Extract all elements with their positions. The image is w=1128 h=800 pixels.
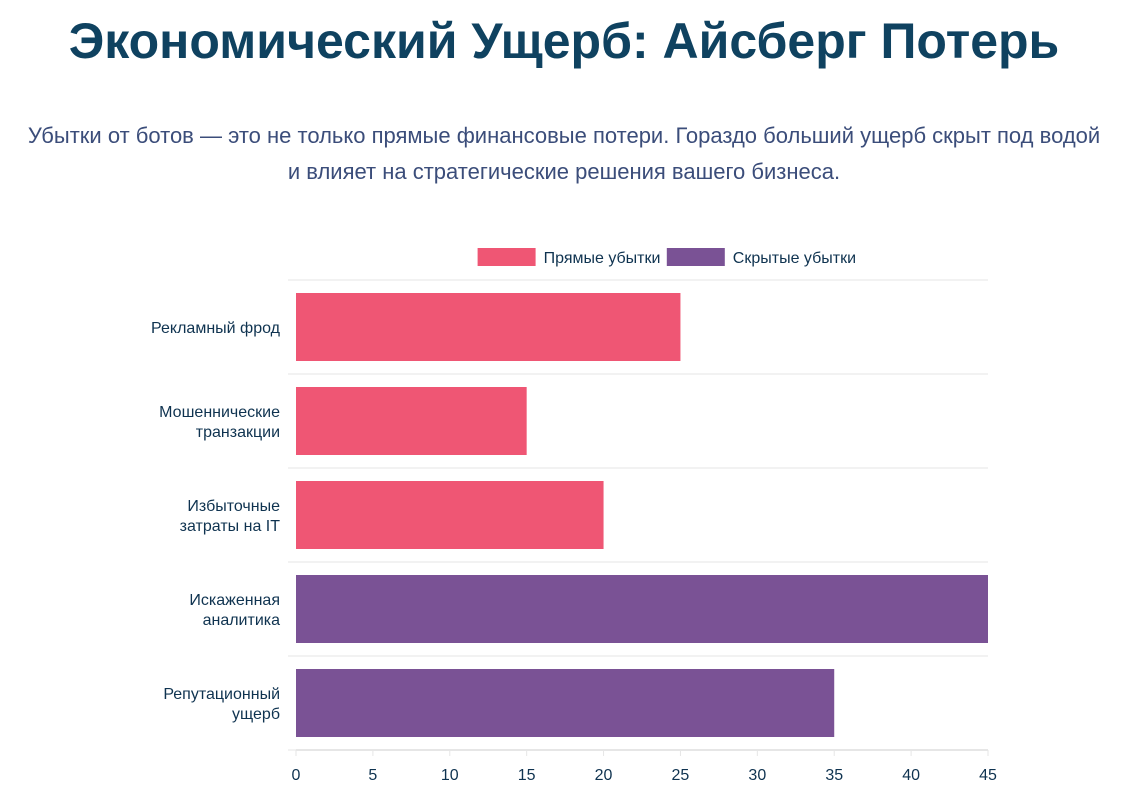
category-label-line: Избыточные <box>187 498 280 515</box>
page-title: Экономический Ущерб: Айсберг Потерь <box>68 13 1060 69</box>
bar-hidden-5 <box>296 669 835 737</box>
x-tick-label: 40 <box>902 767 920 784</box>
category-label-line: Рекламный фрод <box>151 320 281 337</box>
bar-direct-2 <box>296 387 527 455</box>
bar-direct-3 <box>296 481 604 549</box>
x-tick-label: 10 <box>441 767 459 784</box>
legend-label-2: Скрытые убытки <box>733 250 856 267</box>
x-tick-label: 25 <box>672 767 690 784</box>
category-label-4: Искаженная аналитика <box>189 592 280 629</box>
x-tick-label: 0 <box>292 767 301 784</box>
category-label-line: Мошеннические <box>159 404 280 421</box>
category-label-line: затраты на IT <box>180 518 281 535</box>
chart-container: Прямые убытки Скрытые убытки Рекламный фро… <box>0 230 1128 800</box>
x-tick-label: 35 <box>825 767 843 784</box>
x-tick-label: 45 <box>979 767 997 784</box>
category-label-line: Репутационный <box>163 686 280 703</box>
category-label-2: Мошеннические транзакции <box>159 404 280 441</box>
category-label-1: Рекламный фрод <box>151 320 281 337</box>
legend-label-1: Прямые убытки <box>544 250 661 267</box>
page-subtitle: Убытки от ботов — это не только прямые ф… <box>27 123 1101 184</box>
legend-swatch-2 <box>666 248 725 266</box>
x-tick-label: 20 <box>595 767 613 784</box>
x-tick-label: 5 <box>368 767 377 784</box>
x-tick-label: 30 <box>748 767 766 784</box>
category-label-line: аналитика <box>203 612 281 629</box>
category-label-5: Репутационный ущерб <box>163 686 280 723</box>
category-label-line: транзакции <box>196 424 280 441</box>
category-label-line: Искаженная <box>189 592 280 609</box>
category-label-3: Избыточные затраты на IT <box>180 498 281 535</box>
category-label-line: ущерб <box>232 706 280 723</box>
x-tick-label: 15 <box>518 767 536 784</box>
legend-swatch-1 <box>477 248 536 266</box>
bar-chart: Прямые убытки Скрытые убытки Рекламный фро… <box>151 248 997 784</box>
bar-direct-1 <box>296 293 681 361</box>
bar-hidden-4 <box>296 575 988 643</box>
